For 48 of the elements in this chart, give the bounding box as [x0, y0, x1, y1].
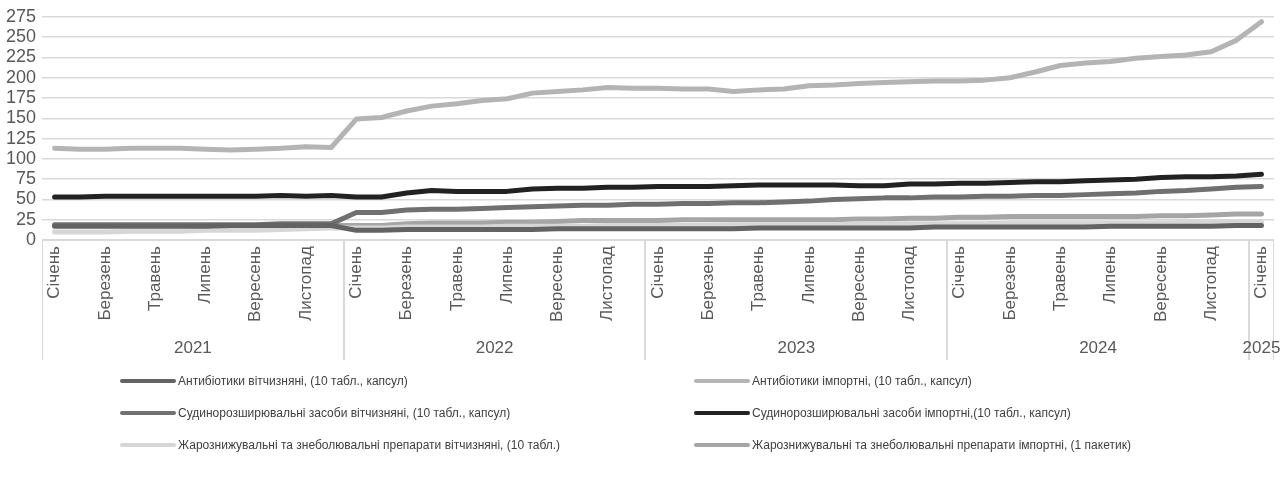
- x-tick-label: Листопад: [899, 246, 919, 321]
- x-tick-label: Березень: [396, 245, 416, 321]
- x-tick-label: Січень: [346, 245, 366, 299]
- x-tick-label: Травень: [1050, 245, 1070, 311]
- y-tick-label: 250: [5, 26, 37, 47]
- y-tick-label: 0: [26, 229, 37, 250]
- legend-label: Жарознижувальні та знеболювальні препарати вітчизняні, (10 табл.): [178, 438, 561, 452]
- x-tick-label: Січень: [647, 245, 667, 299]
- x-tick-label: Січень: [949, 245, 969, 299]
- x-tick-label: Березень: [999, 245, 1019, 321]
- legend-label: Антибіотики вітчизняні, (10 табл., капсул): [178, 374, 408, 388]
- x-tick-label: Липень: [798, 245, 818, 304]
- y-tick-label: 125: [5, 127, 37, 148]
- x-tick-label: Вересень: [1150, 245, 1170, 322]
- x-tick-label: Березень: [698, 245, 718, 321]
- x-tick-label: Січень: [44, 245, 64, 299]
- text: 2024: [1079, 337, 1117, 357]
- legend-label: Судинорозширювальні засоби імпортні,(10 табл., капсул): [752, 406, 1071, 420]
- text: 2022: [475, 337, 514, 357]
- x-tick-label: Травень: [446, 245, 466, 311]
- x-tick-label: Липень: [1100, 245, 1120, 304]
- text: 2021: [173, 337, 212, 357]
- x-tick-label: Вересень: [848, 245, 868, 322]
- y-tick-label: 75: [16, 168, 37, 189]
- x-tick-label: Вересень: [245, 245, 265, 322]
- y-tick-label: 200: [5, 66, 37, 87]
- text: 2023: [777, 337, 816, 357]
- text: 2025: [1242, 337, 1281, 357]
- legend-label: Судинорозширювальні засоби вітчизняні, (10 табл., капсул): [178, 406, 511, 420]
- x-tick-label: Липень: [496, 245, 516, 304]
- x-tick-label: Липень: [195, 245, 215, 304]
- x-tick-label: Травень: [144, 245, 164, 311]
- y-tick-label: 225: [5, 46, 37, 67]
- y-tick-label: 175: [5, 86, 37, 107]
- x-tick-label: Травень: [748, 245, 768, 311]
- y-tick-label: 25: [16, 208, 37, 229]
- legend-label: Антибіотики імпортні, (10 табл., капсул): [752, 374, 972, 388]
- x-tick-label: Січень: [1251, 245, 1271, 299]
- y-tick-label: 50: [16, 188, 37, 209]
- x-tick-label: Листопад: [295, 246, 315, 321]
- x-tick-label: Листопад: [597, 246, 617, 321]
- y-tick-label: 150: [5, 107, 37, 128]
- x-tick-label: Листопад: [1200, 246, 1220, 321]
- legend-label: Жарознижувальні та знеболювальні препарати імпортні, (1 пакетик): [752, 438, 1131, 452]
- x-tick-label: Вересень: [547, 245, 567, 322]
- y-tick-label: 100: [5, 147, 37, 168]
- y-tick-label: 275: [5, 5, 37, 26]
- x-tick-label: Березень: [94, 245, 114, 321]
